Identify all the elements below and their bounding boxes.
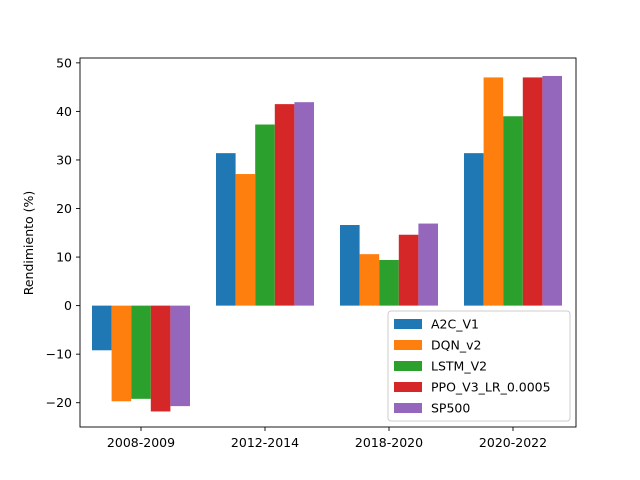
bar-a2c-v1-1 (216, 153, 236, 306)
legend-swatch (394, 340, 422, 350)
bar-dqn-v2-3 (483, 77, 504, 306)
bar-lstm-v2-3 (503, 116, 523, 306)
bar-sp500-3 (542, 75, 562, 306)
y-tick-label: 0 (64, 298, 72, 313)
y-tick-label: −10 (46, 347, 72, 362)
bar-dqn-v2-1 (235, 174, 256, 306)
bar-a2c-v1-3 (464, 153, 484, 306)
bar-dqn-v2-2 (359, 254, 380, 306)
y-tick-label: −20 (46, 395, 72, 410)
bar-ppo-v3-lr-0-0005-0 (150, 305, 171, 412)
x-tick-label: 2008-2009 (107, 435, 175, 450)
bars-group (92, 75, 562, 412)
bar-sp500-2 (418, 223, 438, 306)
legend-swatch (394, 319, 422, 329)
y-tick-label: 50 (56, 55, 72, 70)
y-axis-label: Rendimiento (%) (21, 191, 36, 296)
x-tick-label: 2012-2014 (231, 435, 299, 450)
legend-label: LSTM_V2 (431, 359, 487, 374)
bar-lstm-v2-2 (379, 259, 399, 306)
legend-label: DQN_v2 (431, 338, 481, 353)
x-tick-label: 2018-2020 (355, 435, 423, 450)
bar-ppo-v3-lr-0-0005-1 (274, 104, 295, 306)
bar-a2c-v1-2 (340, 225, 360, 306)
bar-lstm-v2-1 (255, 124, 275, 306)
bar-a2c-v1-0 (92, 305, 112, 351)
axes-group: −20 −10 0 10 20 30 40 50 2008-2009 2012-2014 2018-… (46, 55, 577, 450)
legend-label: PPO_V3_LR_0.0005 (431, 380, 551, 395)
bar-dqn-v2-0 (111, 305, 132, 402)
bar-ppo-v3-lr-0-0005-2 (398, 234, 419, 306)
legend-box (387, 310, 571, 422)
legend-label: A2C_V1 (431, 317, 479, 332)
bar-sp500-1 (294, 102, 314, 306)
y-tick-label: 30 (56, 152, 72, 167)
bar-lstm-v2-0 (131, 305, 151, 399)
y-tick-label: 40 (56, 104, 72, 119)
plot-frame (79, 57, 577, 428)
legend-swatch (394, 382, 422, 392)
bar-sp500-0 (170, 305, 190, 407)
legend-swatch (394, 403, 422, 413)
legend-swatch (394, 361, 422, 371)
legend: A2C_V1 DQN_v2 LSTM_V2 PPO_V3_LR_0.0005 SP500 (387, 310, 571, 422)
bar-ppo-v3-lr-0-0005-3 (522, 77, 543, 306)
y-tick-label: 20 (56, 201, 72, 216)
y-tick-label: 10 (56, 250, 72, 265)
x-tick-label: 2020-2022 (479, 435, 547, 450)
legend-label: SP500 (431, 401, 470, 416)
